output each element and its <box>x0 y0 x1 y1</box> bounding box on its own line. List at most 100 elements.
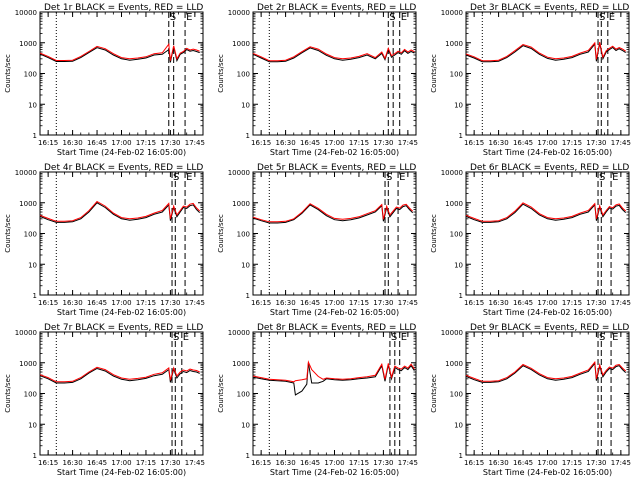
detector-panel-8: Det 8r BLACK = Events, RED = LLD 1 10 100 10… <box>217 323 418 477</box>
x-tick-label: 17:45 <box>185 459 205 467</box>
x-tick-label: 17:30 <box>160 459 180 467</box>
x-tick-label: 17:00 <box>324 459 344 467</box>
y-tick-label: 10000 <box>15 169 37 177</box>
y-tick-label: 10 <box>454 421 463 429</box>
y-tick-label: 1000 <box>232 40 250 48</box>
y-axis-label: Counts/sec <box>430 374 438 413</box>
x-tick-label: 17:30 <box>373 139 393 147</box>
y-axis-label: Counts/sec <box>430 54 438 93</box>
x-tick-label: 16:30 <box>63 459 83 467</box>
detector-panel-1: Det 1r BLACK = Events, RED = LLD 1 10 100 10… <box>4 3 205 157</box>
y-tick-label: 1 <box>459 452 463 460</box>
x-tick-label: 17:00 <box>537 459 557 467</box>
x-tick-label: 16:15 <box>251 139 271 147</box>
panel-title: Det 6r BLACK = Events, RED = LLD <box>470 163 629 173</box>
x-tick-label: 17:30 <box>586 299 606 307</box>
series-line-lld <box>252 203 414 223</box>
x-axis-label: Start Time (24-Feb-02 16:05:00) <box>57 148 186 157</box>
time-marker-label: S <box>386 172 392 183</box>
detector-panel-2: Det 2r BLACK = Events, RED = LLD 1 10 100 10… <box>217 3 418 157</box>
series-line-lld <box>252 360 415 383</box>
series-line-lld <box>465 41 626 62</box>
x-axis-label: Start Time (24-Feb-02 16:05:00) <box>270 148 399 157</box>
series-line-events <box>39 367 200 384</box>
panel-title: Det 3r BLACK = Events, RED = LLD <box>470 3 629 13</box>
y-tick-label: 100 <box>237 231 250 239</box>
x-tick-label: 17:15 <box>562 139 582 147</box>
y-tick-label: 1 <box>33 292 37 300</box>
time-marker-label: E <box>609 12 615 23</box>
detector-panel-9: Det 9r BLACK = Events, RED = LLD 1 10 100 10… <box>430 323 631 477</box>
detector-panel-6: Det 6r BLACK = Events, RED = LLD 1 10 100 10… <box>430 163 631 317</box>
x-axis-label: Start Time (24-Feb-02 16:05:00) <box>57 468 186 477</box>
time-marker-label: E <box>612 332 618 343</box>
time-marker-label: S <box>599 332 605 343</box>
x-tick-label: 17:45 <box>398 459 418 467</box>
y-tick-label: 100 <box>24 71 37 79</box>
x-tick-label: 17:45 <box>611 459 631 467</box>
x-tick-label: 17:45 <box>611 139 631 147</box>
detector-panel-3: Det 3r BLACK = Events, RED = LLD 1 10 100 10… <box>430 3 631 157</box>
x-tick-label: 16:45 <box>513 299 533 307</box>
x-axis-label: Start Time (24-Feb-02 16:05:00) <box>483 468 612 477</box>
x-tick-label: 17:15 <box>136 459 156 467</box>
time-marker-label: E <box>186 172 192 183</box>
x-tick-label: 17:15 <box>136 139 156 147</box>
series-line-lld <box>465 202 627 222</box>
y-tick-label: 100 <box>237 391 250 399</box>
plot-frame <box>39 331 204 456</box>
x-tick-label: 16:15 <box>38 139 58 147</box>
series-line-lld <box>39 42 200 61</box>
x-tick-label: 16:15 <box>251 459 271 467</box>
x-tick-label: 16:15 <box>464 299 484 307</box>
y-axis-label: Counts/sec <box>430 214 438 253</box>
series-line-events <box>465 362 627 383</box>
x-tick-label: 17:30 <box>160 139 180 147</box>
y-tick-label: 100 <box>24 391 37 399</box>
plot-frame <box>39 11 204 136</box>
plot-frame <box>39 171 204 296</box>
x-tick-label: 17:00 <box>324 139 344 147</box>
y-tick-label: 1000 <box>19 40 37 48</box>
series-line-lld <box>39 366 200 383</box>
x-tick-label: 16:30 <box>276 299 296 307</box>
x-tick-label: 16:15 <box>38 299 58 307</box>
series-line-events <box>39 202 201 223</box>
time-marker-label: E <box>399 172 405 183</box>
y-tick-label: 10000 <box>441 9 463 17</box>
panel-title: Det 2r BLACK = Events, RED = LLD <box>257 3 416 13</box>
x-tick-label: 16:45 <box>513 139 533 147</box>
time-marker-label: S <box>391 332 397 343</box>
y-axis-label: Counts/sec <box>4 374 12 413</box>
x-tick-label: 16:30 <box>489 299 509 307</box>
plot-frame <box>252 11 417 136</box>
x-tick-label: 17:15 <box>349 459 369 467</box>
y-tick-label: 10000 <box>228 329 250 337</box>
time-marker-label: S <box>389 12 395 23</box>
panel-title: Det 9r BLACK = Events, RED = LLD <box>470 323 629 333</box>
x-axis-label: Start Time (24-Feb-02 16:05:00) <box>270 468 399 477</box>
x-tick-label: 17:00 <box>537 139 557 147</box>
y-tick-label: 1 <box>33 452 37 460</box>
time-marker-label: E <box>183 332 189 343</box>
y-tick-label: 100 <box>24 231 37 239</box>
y-tick-label: 1 <box>246 132 250 140</box>
time-marker-label: S <box>599 172 605 183</box>
y-tick-label: 100 <box>450 391 463 399</box>
y-tick-label: 10000 <box>15 329 37 337</box>
x-axis-label: Start Time (24-Feb-02 16:05:00) <box>483 148 612 157</box>
plot-frame <box>465 171 630 296</box>
time-marker-label: E <box>186 12 192 23</box>
series-line-lld <box>39 200 201 222</box>
x-axis-label: Start Time (24-Feb-02 16:05:00) <box>270 308 399 317</box>
x-tick-label: 16:30 <box>63 299 83 307</box>
x-tick-label: 17:30 <box>586 459 606 467</box>
y-tick-label: 1000 <box>445 200 463 208</box>
y-tick-label: 1000 <box>232 360 250 368</box>
panel-title: Det 7r BLACK = Events, RED = LLD <box>44 323 203 333</box>
panel-title: Det 1r BLACK = Events, RED = LLD <box>44 3 203 13</box>
series-line-events <box>465 203 627 223</box>
x-tick-label: 17:00 <box>111 459 131 467</box>
x-tick-label: 17:00 <box>537 299 557 307</box>
